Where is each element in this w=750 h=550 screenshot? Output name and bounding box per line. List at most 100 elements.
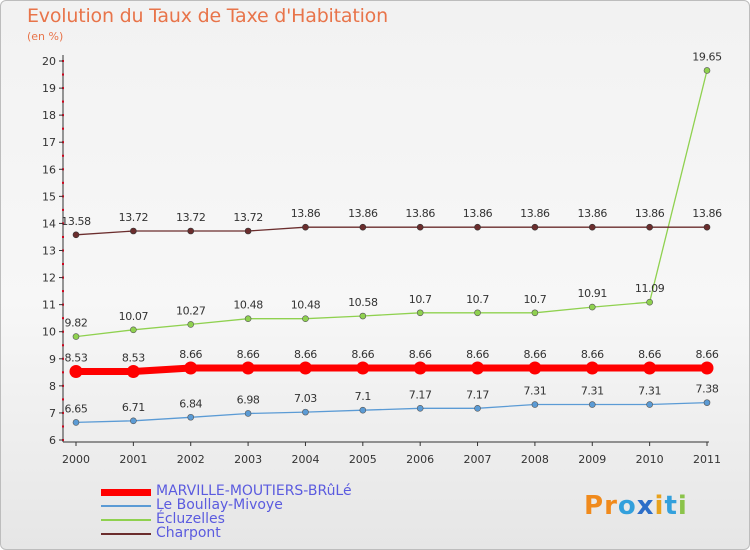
data-label: 6.98 xyxy=(237,393,260,406)
data-label: 7.17 xyxy=(466,388,489,401)
data-label: 7.31 xyxy=(581,385,604,398)
data-point xyxy=(130,227,137,235)
logo-letter: i xyxy=(654,491,665,521)
y-tick-label: 9 xyxy=(49,353,56,366)
y-tick-label: 14 xyxy=(42,217,56,230)
y-minor-tick xyxy=(62,371,64,374)
data-label: 19.65 xyxy=(692,50,722,63)
data-point xyxy=(413,361,427,375)
data-point xyxy=(588,223,596,231)
x-tick-label: 2005 xyxy=(349,453,377,466)
data-point xyxy=(244,410,252,417)
y-minor-tick xyxy=(62,100,64,103)
logo-letter: r xyxy=(604,491,618,521)
y-minor-tick xyxy=(62,208,64,211)
legend-label: MARVILLE-MOUTIERS-BRûLé xyxy=(156,483,352,499)
legend-swatch xyxy=(101,519,151,521)
x-tick-label: 2010 xyxy=(636,453,664,466)
data-label: 8.66 xyxy=(294,348,317,361)
y-minor-tick xyxy=(62,425,64,428)
chart-title: Evolution du Taux de Taxe d'Habitation xyxy=(27,5,388,27)
data-point xyxy=(241,361,255,375)
legend-label: Le Boullay-Mivoye xyxy=(156,497,283,513)
data-label: 7.31 xyxy=(638,385,661,398)
data-label: 7.38 xyxy=(696,383,719,396)
y-minor-tick xyxy=(62,127,64,130)
y-tick-label: 8 xyxy=(49,380,56,393)
data-label: 13.86 xyxy=(348,207,378,220)
x-tick-label: 2007 xyxy=(464,453,492,466)
y-tick-label: 10 xyxy=(42,326,56,339)
data-point xyxy=(69,365,83,379)
data-point xyxy=(646,223,653,231)
data-label: 10.07 xyxy=(119,310,149,323)
logo-letter: t xyxy=(664,491,678,521)
data-point xyxy=(244,315,252,323)
x-tick-label: 2009 xyxy=(578,453,606,466)
data-label: 9.82 xyxy=(65,317,88,330)
y-tick-label: 19 xyxy=(42,82,56,95)
proxiti-logo: Proxiti xyxy=(584,491,688,521)
y-tick-label: 18 xyxy=(42,109,56,122)
y-minor-tick xyxy=(62,154,64,157)
data-label: 8.66 xyxy=(237,348,260,361)
data-point xyxy=(531,401,539,408)
data-label: 13.86 xyxy=(635,207,665,220)
legend-label: Écluzelles xyxy=(156,511,225,527)
chart-unit: (en %) xyxy=(27,30,64,43)
logo-letter: i xyxy=(677,491,688,521)
data-point xyxy=(703,399,711,406)
data-label: 10.27 xyxy=(176,304,206,317)
data-point xyxy=(646,298,653,306)
data-label: 11.09 xyxy=(635,282,665,295)
data-label: 6.71 xyxy=(122,401,145,414)
data-label: 10.48 xyxy=(291,299,321,312)
data-label: 7.1 xyxy=(355,390,371,403)
data-label: 13.72 xyxy=(176,211,206,224)
data-point xyxy=(302,223,309,231)
data-point xyxy=(184,361,198,375)
legend-swatch xyxy=(101,488,151,496)
data-point xyxy=(72,419,80,426)
data-label: 13.86 xyxy=(578,207,608,220)
x-tick-label: 2004 xyxy=(291,453,319,466)
y-tick-label: 7 xyxy=(49,407,56,420)
y-tick-label: 12 xyxy=(42,272,56,285)
y-minor-tick xyxy=(62,73,64,76)
y-tick-label: 15 xyxy=(42,190,56,203)
series-line-0 xyxy=(76,364,707,375)
data-point xyxy=(356,361,370,375)
data-label: 6.84 xyxy=(179,397,202,410)
data-label: 10.91 xyxy=(578,287,608,300)
data-point xyxy=(359,312,367,320)
data-point xyxy=(187,413,195,421)
y-minor-tick xyxy=(62,290,64,293)
x-tick-label: 2008 xyxy=(521,453,549,466)
data-label: 13.58 xyxy=(61,215,91,228)
data-point xyxy=(474,405,481,412)
x-tick-label: 2001 xyxy=(119,453,147,466)
y-tick-label: 11 xyxy=(42,299,56,312)
data-point xyxy=(187,227,195,235)
x-tick-label: 2000 xyxy=(62,453,90,466)
data-label: 13.72 xyxy=(233,211,263,224)
data-point xyxy=(130,417,137,425)
data-point xyxy=(416,223,424,231)
data-point xyxy=(585,361,599,375)
series-line-2 xyxy=(75,70,708,338)
legend-swatch xyxy=(101,505,151,507)
data-label: 8.66 xyxy=(523,348,546,361)
data-point xyxy=(703,67,711,74)
logo-letter: x xyxy=(636,491,655,521)
y-minor-tick xyxy=(62,398,64,401)
data-label: 10.7 xyxy=(409,293,432,306)
data-point xyxy=(302,408,309,416)
data-point xyxy=(531,223,539,231)
data-point xyxy=(126,365,140,379)
y-minor-tick xyxy=(62,317,64,320)
y-tick-label: 17 xyxy=(42,136,56,149)
data-point xyxy=(588,303,596,311)
data-label: 8.66 xyxy=(696,348,719,361)
